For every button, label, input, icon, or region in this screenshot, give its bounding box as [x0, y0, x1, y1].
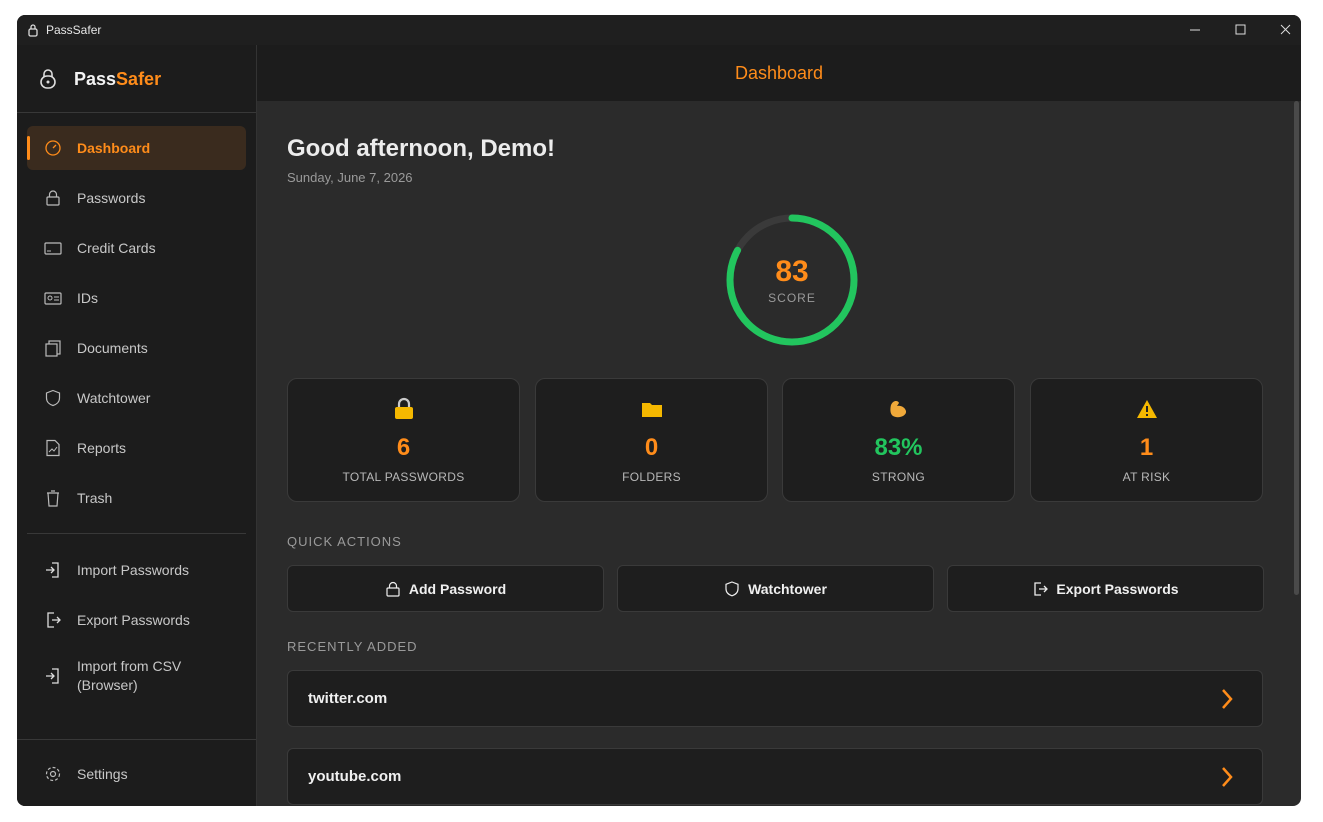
brand-part: Safer: [116, 69, 162, 89]
page-header: Dashboard: [257, 45, 1301, 101]
sidebar: PassSafer Dashboard Passwords Credit Car…: [17, 45, 257, 806]
action-button[interactable]: Add Password: [287, 565, 604, 612]
stat-card: 1 AT RISK: [1030, 378, 1263, 502]
nav-label: Credit Cards: [77, 240, 156, 256]
stat-value: 6: [396, 434, 411, 461]
chevron: [1222, 767, 1233, 787]
ring-progress: [726, 214, 858, 346]
main: Dashboard Good afternoon, Demo! Sunday, …: [257, 45, 1301, 806]
button-icon: [386, 581, 400, 597]
separator: [17, 112, 256, 113]
recent-label: youtube.com: [308, 768, 402, 785]
recent-item[interactable]: youtube.com: [287, 748, 1263, 805]
tool-item[interactable]: Import Passwords: [27, 548, 246, 592]
tool-label: Import from CSV (Browser): [77, 658, 182, 693]
nav-icon: [45, 140, 61, 156]
nav-item[interactable]: Reports: [27, 426, 246, 470]
app-icon: [28, 24, 38, 37]
nav-icon: [46, 190, 60, 206]
button-icon: [725, 580, 739, 596]
nav-label: Trash: [77, 490, 113, 506]
nav-item[interactable]: Watchtower: [27, 376, 246, 420]
chevron: [1222, 689, 1233, 709]
tool-icon: [46, 668, 59, 684]
window-title: PassSafer: [46, 23, 102, 37]
nav-item[interactable]: Dashboard: [27, 126, 246, 170]
nav-icon: [46, 439, 60, 457]
tool-item[interactable]: Export Passwords: [27, 598, 246, 642]
score-value: 83: [775, 255, 808, 288]
stat-icon: [1137, 400, 1157, 418]
brand-icon: [40, 69, 56, 89]
stat-card: 0 FOLDERS: [535, 378, 768, 502]
button-icon: [1034, 581, 1049, 596]
recent-label: twitter.com: [308, 690, 388, 707]
stat-label: AT RISK: [1122, 470, 1171, 484]
button-label: Export Passwords: [1056, 580, 1179, 597]
app-window: PassSafer PassSafer Dashboard Passwords …: [17, 15, 1301, 806]
section-title: RECENTLY ADDED: [287, 639, 418, 654]
nav-label: IDs: [77, 290, 98, 306]
section-title: QUICK ACTIONS: [287, 534, 402, 549]
tool-label: Import Passwords: [77, 562, 190, 578]
settings-label: Settings: [77, 766, 128, 782]
separator: [27, 533, 246, 534]
nav-item[interactable]: Credit Cards: [27, 226, 246, 270]
nav-item[interactable]: Trash: [27, 476, 246, 520]
action-button[interactable]: Export Passwords: [947, 565, 1264, 612]
nav-icon: [44, 292, 62, 305]
stat-value: 0: [644, 434, 659, 461]
tool-icon: [46, 562, 59, 578]
score-ring: 83 SCORE: [726, 214, 858, 346]
stat-card: 83% STRONG: [782, 378, 1015, 502]
scrollbar[interactable]: [1294, 101, 1299, 595]
button-label: Watchtower: [748, 580, 827, 597]
action-button[interactable]: Watchtower: [617, 565, 934, 612]
window-controls[interactable]: [1171, 15, 1301, 45]
settings-item[interactable]: Settings: [27, 752, 246, 796]
nav-label: Documents: [77, 340, 148, 356]
stat-label: TOTAL PASSWORDS: [342, 470, 465, 484]
stat-value: 83%: [874, 434, 923, 461]
tool-label: Export Passwords: [77, 612, 190, 628]
separator: [17, 739, 256, 740]
nav-icon: [44, 242, 62, 255]
button-label: Add Password: [408, 580, 507, 597]
nav-icon: [47, 490, 59, 507]
stat-card: 6 TOTAL PASSWORDS: [287, 378, 520, 502]
brand: PassSafer: [74, 69, 161, 90]
stat-icon: [890, 400, 907, 418]
tool-icon: [47, 612, 61, 628]
date: Sunday, June 7, 2026: [287, 170, 413, 185]
title-bar: PassSafer: [17, 15, 1301, 45]
nav-label: Watchtower: [77, 390, 151, 406]
nav-item[interactable]: Passwords: [27, 176, 246, 220]
nav-icon: [45, 389, 61, 407]
score-label: SCORE: [768, 291, 816, 305]
settings-icon: [45, 766, 61, 782]
nav-label: Dashboard: [77, 140, 151, 156]
stat-label: STRONG: [871, 470, 926, 484]
stat-icon: [395, 397, 413, 419]
nav-label: Reports: [77, 440, 127, 456]
tool-item[interactable]: Import from CSV (Browser): [27, 649, 246, 703]
nav-item[interactable]: IDs: [27, 276, 246, 320]
recent-item[interactable]: twitter.com: [287, 670, 1263, 727]
nav-item[interactable]: Documents: [27, 326, 246, 370]
stat-value: 1: [1139, 434, 1154, 461]
nav-label: Passwords: [77, 190, 146, 206]
brand-part: Pass: [74, 69, 117, 89]
greeting: Good afternoon, Demo!: [287, 135, 555, 162]
stat-label: FOLDERS: [622, 470, 681, 484]
nav-icon: [45, 340, 61, 357]
stat-icon: [642, 403, 662, 417]
